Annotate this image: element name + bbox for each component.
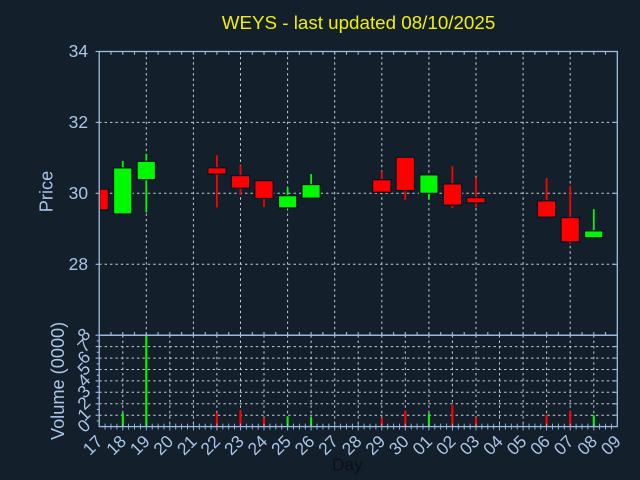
svg-text:30: 30 <box>69 183 88 203</box>
svg-text:34: 34 <box>69 41 89 61</box>
svg-text:WEYS - last updated 08/10/2025: WEYS - last updated 08/10/2025 <box>222 12 496 33</box>
svg-text:Price: Price <box>37 171 57 212</box>
svg-text:32: 32 <box>69 112 88 132</box>
svg-text:28: 28 <box>69 254 88 274</box>
svg-text:Day: Day <box>332 455 363 475</box>
svg-text:Volume (0000): Volume (0000) <box>48 322 68 440</box>
